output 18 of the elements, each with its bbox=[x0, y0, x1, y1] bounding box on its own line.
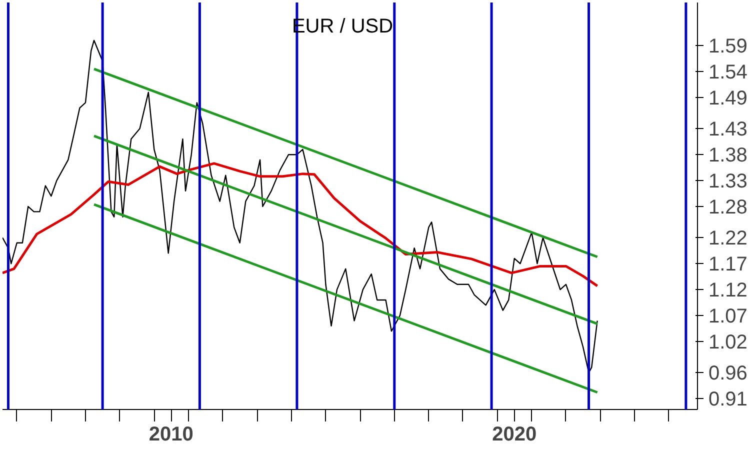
y-tick-label: 1.38 bbox=[708, 144, 748, 167]
y-tick-label: 1.22 bbox=[708, 228, 748, 250]
y-tick-label: 1.49 bbox=[708, 88, 748, 110]
y-tick-label: 1.33 bbox=[708, 170, 748, 193]
x-tick-label: 2010 bbox=[148, 424, 194, 446]
y-tick-label: 1.59 bbox=[708, 36, 748, 58]
y-tick-label: 1.43 bbox=[708, 118, 748, 141]
line-series bbox=[2, 40, 598, 374]
x-tick-label: 2020 bbox=[492, 424, 537, 446]
y-tick-label: 1.02 bbox=[708, 331, 748, 354]
y-tick-label: 1.54 bbox=[708, 62, 748, 84]
line-series bbox=[2, 162, 599, 288]
y-tick-label: 1.28 bbox=[708, 196, 748, 219]
y-tick-label: 1.17 bbox=[708, 254, 748, 276]
y-tick-label: 0.96 bbox=[708, 362, 748, 385]
y-tick-label: 1.07 bbox=[708, 306, 748, 328]
y-tick-label: 1.12 bbox=[708, 280, 748, 302]
y-tick-label: 0.91 bbox=[708, 388, 748, 411]
